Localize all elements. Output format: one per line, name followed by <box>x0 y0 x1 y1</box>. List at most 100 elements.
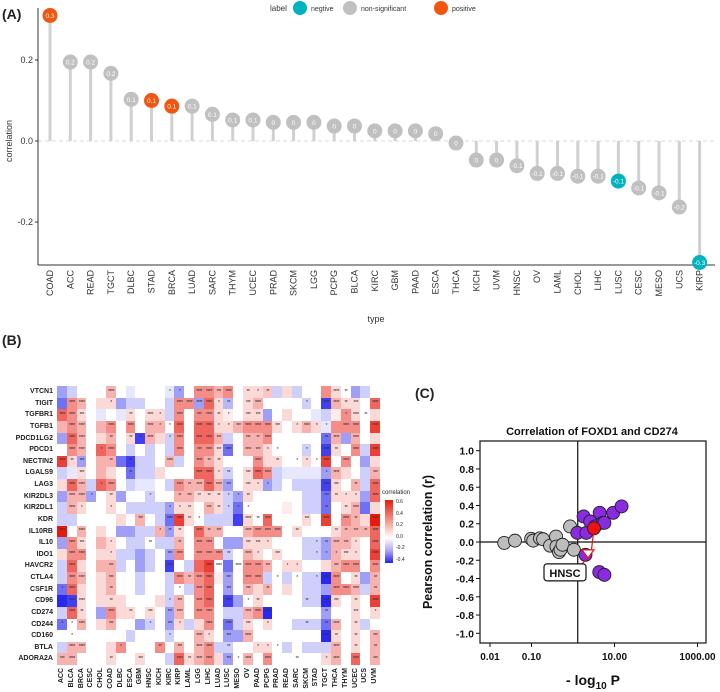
heatmap-cell <box>301 641 312 654</box>
heatmap-cell: **** <box>203 583 214 596</box>
heatmap-cell: *** <box>184 490 195 503</box>
heatmap-cell: *** <box>272 420 283 433</box>
heatmap-cell: *** <box>350 397 361 410</box>
point-label: 0 <box>495 158 499 165</box>
heatmap-cell: **** <box>105 444 117 457</box>
heatmap-cell: *** <box>242 432 254 445</box>
heatmap-cell: *** <box>252 444 263 457</box>
heatmap-cell: **** <box>105 386 117 399</box>
heatmap-cell <box>66 386 77 399</box>
heatmap-cell <box>360 467 371 480</box>
point-skcm <box>286 114 302 130</box>
heatmap-cell <box>135 455 146 468</box>
heatmap-cell <box>340 618 352 631</box>
heatmap-cell <box>125 397 136 410</box>
heatmap-cell: **** <box>174 548 185 561</box>
heatmap-cell: * <box>154 409 166 422</box>
heatmap-cell <box>154 606 166 619</box>
heatmap-cell: **** <box>242 606 254 619</box>
row-label: KDR <box>37 515 53 523</box>
heatmap-cell <box>272 537 283 550</box>
heatmap-cell <box>57 606 68 619</box>
heatmap-cell: * <box>350 490 361 503</box>
heatmap-cell <box>370 618 381 631</box>
point-sarc <box>204 106 220 122</box>
heatmap-cell: **** <box>76 595 87 608</box>
heatmap-cell: *** <box>164 618 175 631</box>
heatmap-cell: *** <box>350 525 361 538</box>
heatmap-cell: * <box>350 537 361 550</box>
heatmap-cell: ** <box>331 444 342 457</box>
x-tick-label: THCA <box>451 270 461 295</box>
heatmap-cell <box>282 397 293 410</box>
heatmap-cell <box>184 455 195 468</box>
heatmap-cell: **** <box>76 490 87 503</box>
heatmap-cell <box>96 397 107 410</box>
scatter-chart: Correlation of FOXD1 and CD274 1.0 0.8 0.6 0… <box>421 426 716 691</box>
heatmap-cell <box>272 386 283 399</box>
heatmap-cell: * <box>154 420 166 433</box>
heatmap-cell: **** <box>370 479 381 492</box>
heatmap-cell <box>145 653 156 666</box>
column-label: UVM <box>371 668 379 684</box>
x-tick-label: 0.01 <box>480 652 500 663</box>
heatmap-cell <box>125 630 136 643</box>
heatmap-cell <box>213 572 224 585</box>
heatmap-cell <box>233 386 244 399</box>
heatmap-cell <box>340 479 352 492</box>
heatmap-cell <box>272 467 283 480</box>
heatmap-cell <box>360 595 371 608</box>
heatmap-cell <box>96 432 107 445</box>
point-label: 0 <box>292 120 296 127</box>
heatmap-cell <box>86 444 97 457</box>
point-esca <box>428 126 444 142</box>
heatmap-cell <box>125 548 136 561</box>
heatmap-cell: *** <box>242 467 254 480</box>
heatmap-cell <box>105 409 117 422</box>
heatmap-cell <box>301 572 312 585</box>
point-significant <box>597 567 612 582</box>
y-tick-label: 0.0 <box>20 136 33 146</box>
row-label: CSF1R <box>30 585 53 593</box>
heatmap-cell <box>154 572 166 585</box>
heatmap-cell: *** <box>213 386 224 399</box>
heatmap-cell: **** <box>76 641 87 654</box>
heatmap-cell <box>145 630 156 643</box>
heatmap-cell: **** <box>174 409 185 422</box>
heatmap-cell <box>311 432 322 445</box>
point-stad <box>144 93 159 108</box>
heatmap-cell: *** <box>203 502 214 515</box>
heatmap-cell <box>86 606 97 619</box>
point-cesc <box>631 180 647 196</box>
heatmap-cell: **** <box>321 479 332 492</box>
heatmap-cell: * <box>57 618 68 631</box>
column-label: CHOL <box>97 668 105 688</box>
x-tick-label: LUSC <box>613 270 623 295</box>
heatmap-cell: **** <box>252 560 263 573</box>
x-tick-label: UCS <box>674 270 684 289</box>
heatmap-cell <box>135 467 146 480</box>
heatmap-cell <box>145 455 156 468</box>
heatmap-cell: ** <box>291 525 303 538</box>
heatmap-cell: **** <box>321 595 332 608</box>
heatmap-cell <box>360 386 371 399</box>
column-label: PAAD <box>253 668 261 688</box>
heatmap-cell: *** <box>370 467 381 480</box>
point-paad <box>407 123 423 139</box>
point-lgg <box>306 114 322 130</box>
x-tick-label: UVM <box>492 270 502 290</box>
heatmap-cell <box>223 537 234 550</box>
heatmap-cell: ** <box>125 409 136 422</box>
heatmap-cell <box>86 479 97 492</box>
heatmap-cell: **** <box>184 397 195 410</box>
heatmap-cell <box>321 641 332 654</box>
heatmap-cell <box>135 595 146 608</box>
heatmap-cell <box>115 653 126 666</box>
heatmap-cell: ** <box>321 502 332 515</box>
row-label: CD160 <box>31 632 53 640</box>
column-label: LUSC <box>224 668 232 688</box>
legend-entry: non-significant <box>361 6 406 13</box>
heatmap-cell <box>282 455 293 468</box>
heatmap-cell: **** <box>194 467 205 480</box>
heatmap-cell <box>272 479 283 492</box>
